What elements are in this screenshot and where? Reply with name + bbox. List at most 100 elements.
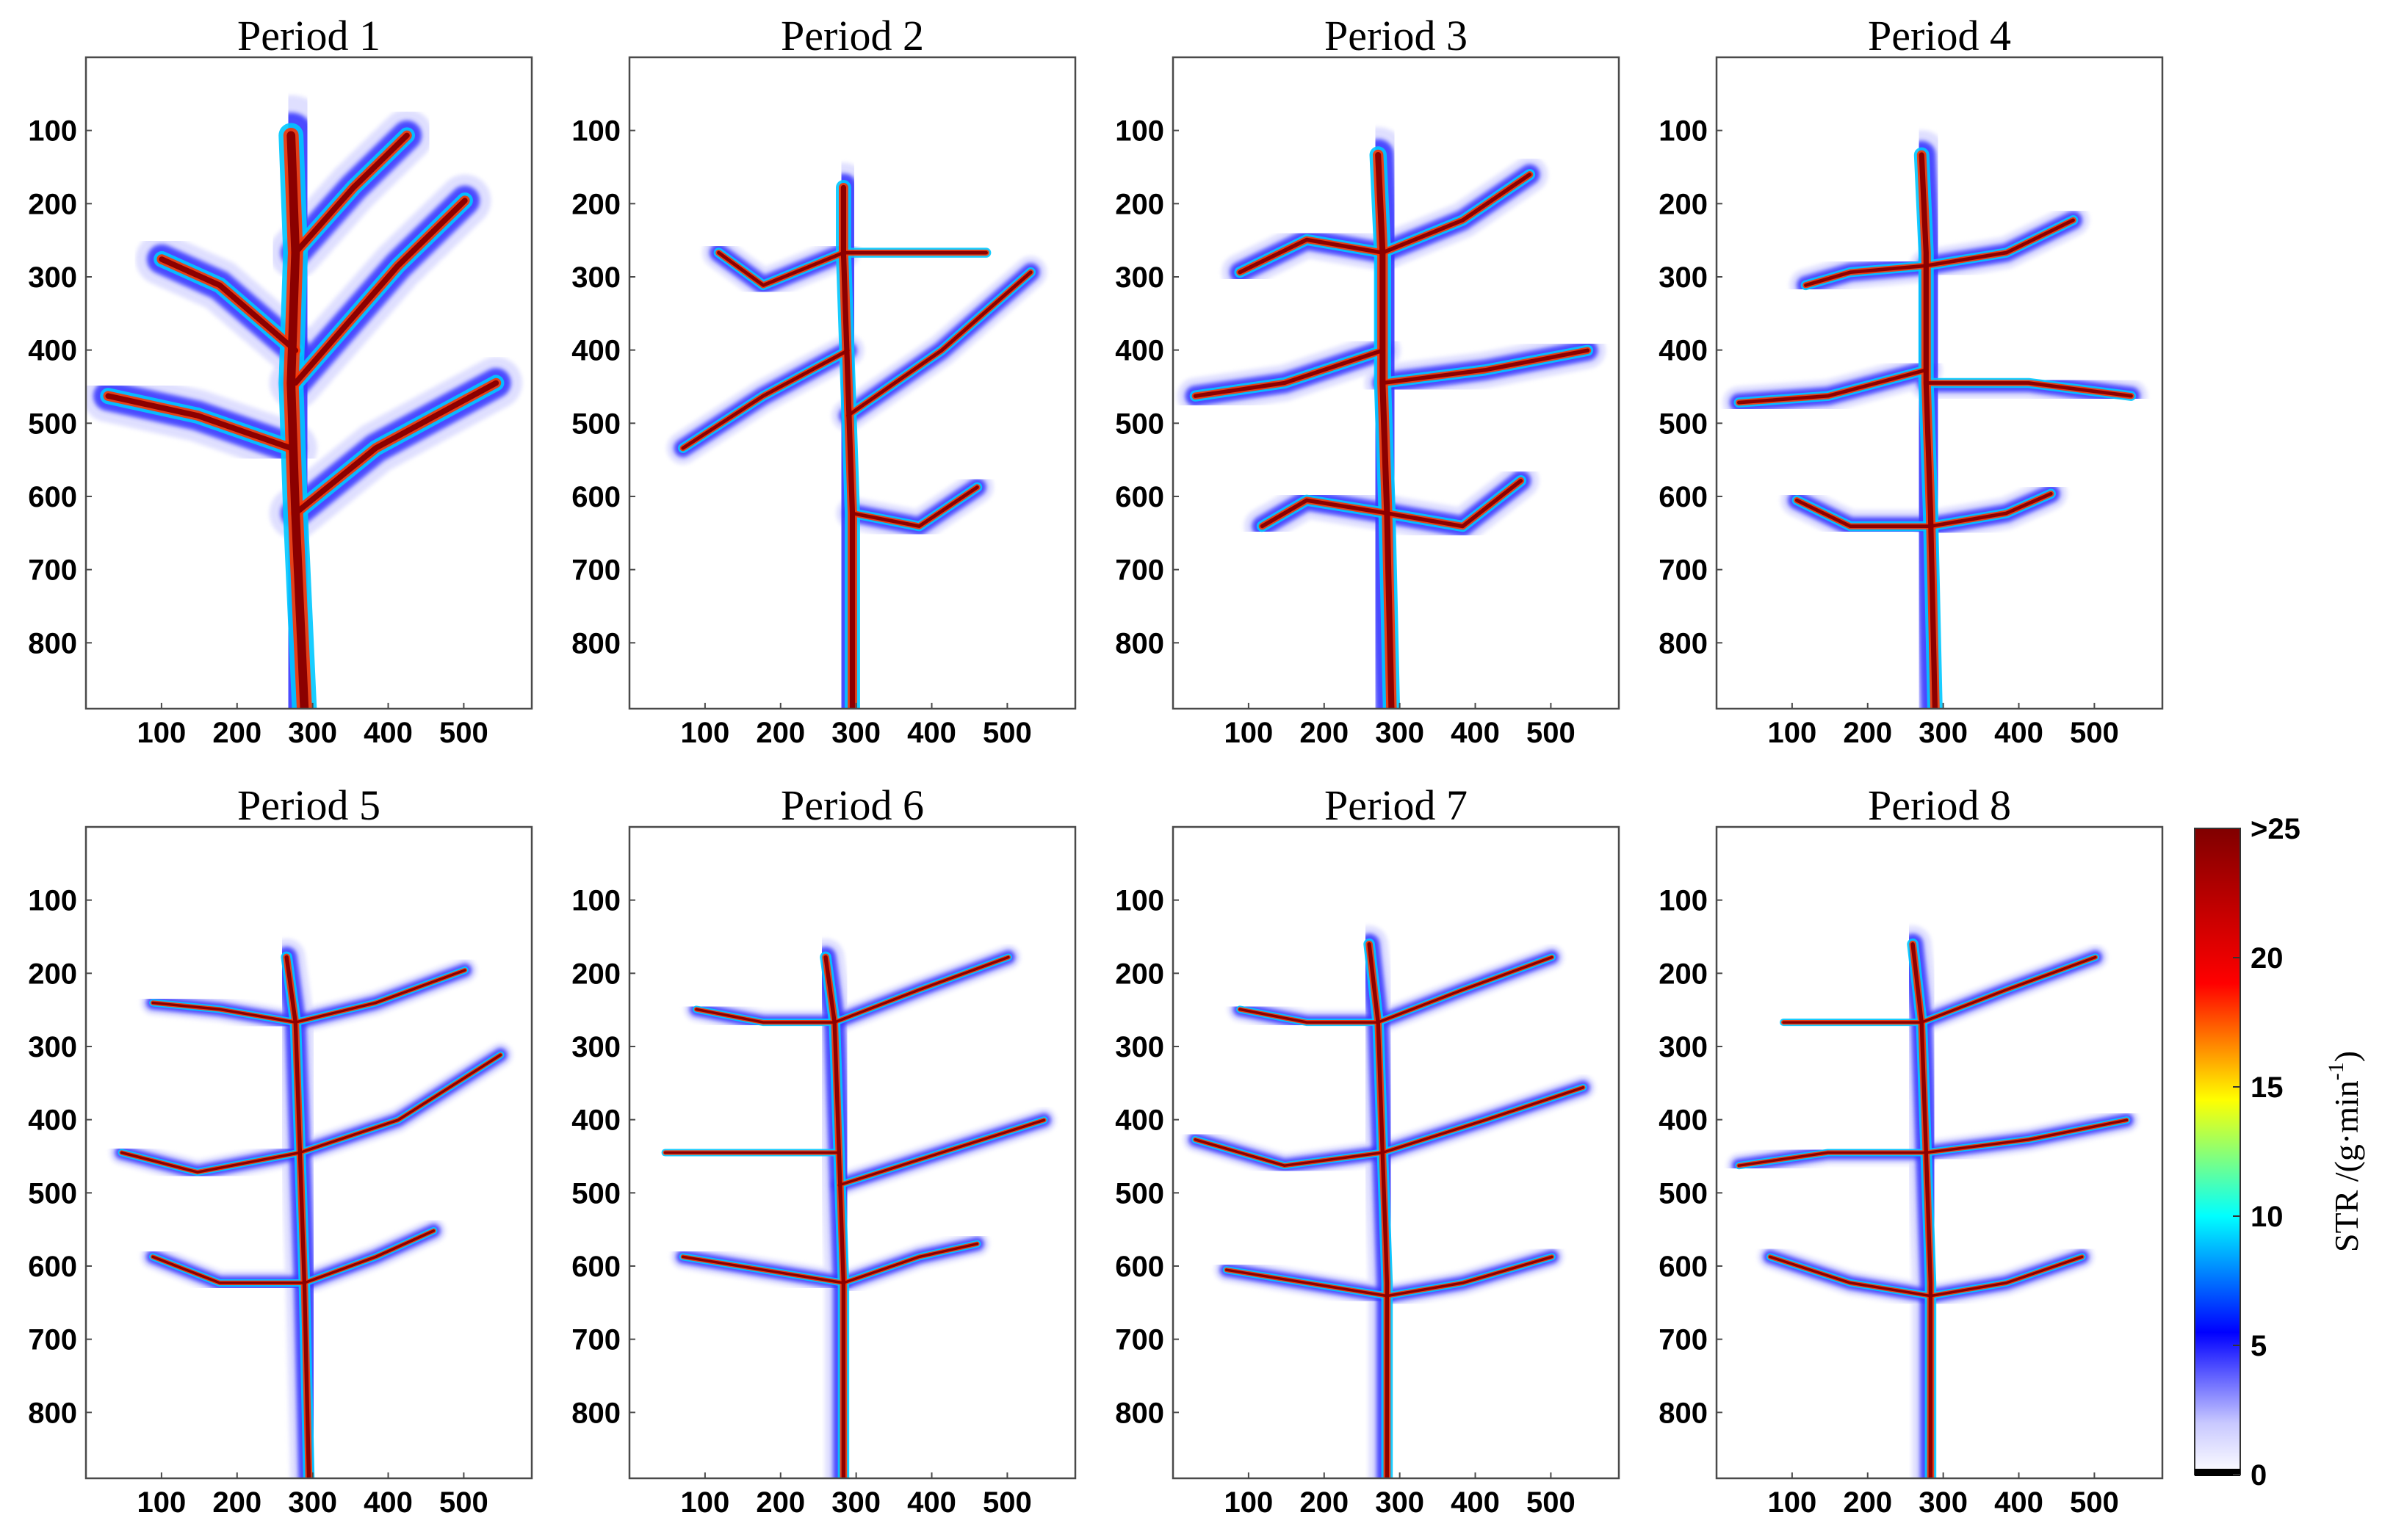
channel-stroke bbox=[1920, 955, 2097, 1024]
panel-frame bbox=[1172, 56, 1620, 710]
y-tick-label: 400 bbox=[1115, 1105, 1164, 1137]
x-tick-label: 300 bbox=[1919, 717, 1968, 749]
channel-stroke bbox=[1385, 478, 1523, 529]
colorbar-label-main: STR /(g·min bbox=[2328, 1080, 2365, 1252]
panel-frame bbox=[628, 825, 1077, 1480]
y-tick-label: 500 bbox=[1115, 408, 1164, 440]
y-tick-label: 500 bbox=[28, 408, 77, 440]
x-tick-label: 200 bbox=[756, 1486, 805, 1519]
x-tick-label: 100 bbox=[1768, 717, 1817, 749]
y-tick-label: 100 bbox=[1659, 115, 1708, 148]
y-tick-label: 800 bbox=[1659, 1397, 1708, 1429]
channel-stroke bbox=[286, 131, 309, 709]
channel-stroke bbox=[1238, 1008, 1379, 1024]
colorbar-zero-cap bbox=[2195, 1469, 2240, 1476]
channel-stroke bbox=[846, 270, 1033, 418]
y-tick-label: 400 bbox=[1659, 335, 1708, 367]
channel-stroke bbox=[682, 1255, 845, 1284]
y-tick-label: 800 bbox=[28, 1397, 77, 1429]
channel-stroke bbox=[1794, 498, 1932, 528]
channel-stroke bbox=[145, 1250, 311, 1290]
colorbar-tick-label: >25 bbox=[2251, 813, 2300, 845]
x-tick-label: 200 bbox=[1843, 1486, 1892, 1519]
y-tick-label: 100 bbox=[1659, 885, 1708, 917]
y-tick-label: 300 bbox=[28, 261, 77, 294]
channel-stroke bbox=[1238, 237, 1385, 275]
channel-stroke bbox=[292, 198, 468, 386]
y-tick-label: 500 bbox=[1659, 408, 1708, 440]
y-tick-label: 200 bbox=[1659, 188, 1708, 220]
y-tick-label: 300 bbox=[28, 1031, 77, 1063]
x-tick-label: 400 bbox=[1994, 1486, 2043, 1519]
y-tick-label: 300 bbox=[571, 1031, 621, 1063]
panel-5: Period 5 100 200 300 400 500 100 200 300 400 500 60… bbox=[28, 781, 533, 1519]
panel-heatmap-image bbox=[86, 95, 522, 709]
x-tick-label: 200 bbox=[212, 1486, 261, 1519]
colorbar-tick-label: 20 bbox=[2251, 942, 2284, 975]
panel-frame bbox=[1715, 56, 2164, 710]
y-tick-label: 100 bbox=[1115, 885, 1164, 917]
x-tick-label: 100 bbox=[1224, 717, 1274, 749]
panel-frame bbox=[628, 56, 1077, 710]
y-tick-label: 800 bbox=[571, 1397, 621, 1429]
channel-stroke bbox=[1924, 381, 2133, 398]
channel-stroke bbox=[1804, 264, 1928, 287]
channel-stroke bbox=[842, 1242, 979, 1284]
x-tick-label: 500 bbox=[2070, 717, 2119, 749]
channel-stroke bbox=[717, 250, 845, 287]
panel-heatmap-image bbox=[1722, 130, 2148, 709]
channel-stroke bbox=[298, 1053, 502, 1154]
x-tick-label: 300 bbox=[288, 717, 337, 749]
panel-title: Period 1 bbox=[237, 12, 380, 59]
channel-stroke bbox=[1769, 1255, 1932, 1298]
x-tick-label: 100 bbox=[1768, 1486, 1817, 1519]
panel-title: Period 3 bbox=[1324, 12, 1468, 59]
y-tick-label: 600 bbox=[28, 481, 77, 513]
x-tick-label: 200 bbox=[1843, 717, 1892, 749]
channel-stroke bbox=[151, 1255, 306, 1284]
colorbar-tick-label: 10 bbox=[2251, 1201, 2284, 1233]
channel-stroke bbox=[695, 1008, 836, 1024]
x-tick-label: 500 bbox=[1526, 1486, 1576, 1519]
y-tick-label: 800 bbox=[28, 627, 77, 659]
y-tick-label: 600 bbox=[1659, 481, 1708, 513]
channel-stroke bbox=[1380, 348, 1590, 386]
x-tick-label: 400 bbox=[1451, 717, 1500, 749]
channel-stroke bbox=[294, 969, 466, 1024]
y-tick-label: 600 bbox=[28, 1251, 77, 1283]
y-tick-label: 600 bbox=[1115, 481, 1164, 513]
panel-heatmap-image bbox=[1183, 925, 1595, 1478]
x-tick-label: 400 bbox=[1994, 717, 2043, 749]
x-tick-label: 300 bbox=[831, 1486, 881, 1519]
channel-stroke bbox=[851, 485, 979, 528]
panel-title: Period 4 bbox=[1868, 12, 2011, 59]
y-tick-label: 200 bbox=[1115, 958, 1164, 990]
x-tick-label: 100 bbox=[681, 717, 730, 749]
panel-7: Period 7 100 200 300 400 500 100 200 300 400 500 60… bbox=[1115, 781, 1620, 1519]
panel-2: Period 2 100 200 300 400 500 100 200 300 400 500 60… bbox=[571, 12, 1077, 749]
x-tick-label: 300 bbox=[288, 1486, 337, 1519]
y-tick-label: 200 bbox=[28, 958, 77, 990]
channel-stroke bbox=[681, 348, 850, 450]
x-tick-label: 100 bbox=[137, 1486, 187, 1519]
y-tick-label: 500 bbox=[28, 1177, 77, 1210]
colorbar-gradient bbox=[2194, 828, 2241, 1475]
x-tick-label: 500 bbox=[2070, 1486, 2119, 1519]
x-tick-label: 400 bbox=[364, 717, 413, 749]
y-tick-label: 300 bbox=[571, 261, 621, 294]
panel-heatmap-image bbox=[1726, 925, 2139, 1478]
y-tick-label: 100 bbox=[28, 885, 77, 917]
x-tick-label: 300 bbox=[1375, 717, 1424, 749]
panel-frame bbox=[1172, 825, 1620, 1480]
y-tick-label: 600 bbox=[1115, 1251, 1164, 1283]
y-tick-label: 400 bbox=[28, 335, 77, 367]
panel-8: Period 8 100 200 300 400 500 100 200 300 400 500 60… bbox=[1659, 781, 2164, 1519]
y-tick-label: 200 bbox=[1115, 188, 1164, 220]
x-tick-label: 200 bbox=[212, 717, 261, 749]
channel-stroke bbox=[1381, 1086, 1585, 1154]
colorbar-label-sup: -1 bbox=[2324, 1062, 2348, 1080]
y-tick-label: 600 bbox=[571, 1251, 621, 1283]
y-tick-label: 200 bbox=[28, 188, 77, 220]
channel-stroke bbox=[1376, 955, 1553, 1024]
panel-6: Period 6 100 200 300 400 500 100 200 300 400 500 60… bbox=[571, 781, 1077, 1519]
